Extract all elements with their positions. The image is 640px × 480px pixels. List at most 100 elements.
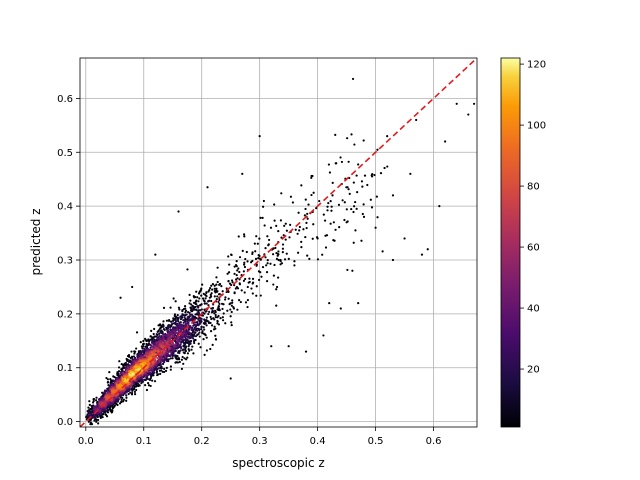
scatter-point — [162, 327, 166, 331]
scatter-point — [120, 400, 123, 404]
scatter-point — [444, 140, 447, 143]
scatter-point — [169, 365, 173, 368]
scatter-point — [186, 268, 189, 271]
scatter-point — [210, 311, 214, 314]
scatter-point — [233, 272, 236, 275]
scatter-point — [168, 343, 171, 346]
scatter-point — [227, 297, 230, 300]
scatter-point — [126, 365, 129, 368]
scatter-point — [170, 332, 173, 335]
scatter-point — [163, 334, 166, 337]
scatter-point — [230, 253, 233, 257]
scatter-point — [188, 331, 191, 334]
x-tick-label: 0.1 — [136, 436, 152, 447]
scatter-point — [209, 347, 212, 351]
scatter-point — [109, 405, 112, 408]
scatter-point — [195, 299, 198, 302]
scatter-point — [347, 188, 350, 191]
scatter-point — [386, 135, 389, 138]
scatter-point — [221, 302, 224, 305]
scatter-point — [91, 415, 94, 418]
scatter-point — [178, 326, 182, 329]
scatter-point — [376, 216, 379, 219]
scatter-point — [140, 369, 144, 372]
scatter-point — [192, 352, 195, 355]
scatter-point — [138, 353, 141, 356]
scatter-point — [104, 413, 108, 416]
scatter-point — [186, 338, 189, 341]
scatter-point — [339, 156, 342, 159]
scatter-point — [144, 345, 147, 348]
scatter-point — [257, 278, 261, 282]
scatter-point — [162, 341, 165, 344]
scatter-point — [150, 351, 153, 354]
scatter-point — [115, 383, 118, 387]
scatter-point — [89, 413, 93, 416]
scatter-point — [167, 346, 170, 349]
scatter-point — [129, 360, 132, 363]
plot-area: 0.0 0.1 0.2 0.3 0.4 0.5 0.6 0.0 0.1 0.2 0.3 0.4 0.5… — [29, 57, 478, 470]
scatter-point — [226, 272, 229, 275]
scatter-point — [112, 379, 115, 382]
scatter-point — [157, 356, 160, 360]
scatter-point — [229, 377, 232, 380]
scatter-point — [176, 341, 179, 344]
scatter-point — [386, 165, 389, 168]
scatter-point — [141, 376, 144, 379]
scatter-point — [177, 306, 181, 309]
scatter-point — [322, 213, 325, 216]
scatter-point — [262, 199, 265, 203]
scatter-point — [287, 345, 290, 348]
scatter-point — [281, 243, 285, 246]
scatter-point — [160, 357, 163, 360]
y-tick-label: 0.5 — [57, 148, 73, 159]
scatter-point — [120, 369, 124, 372]
scatter-point — [182, 314, 186, 317]
scatter-point — [255, 235, 258, 238]
scatter-point — [153, 380, 157, 383]
x-tick-label: 0.3 — [252, 436, 268, 447]
scatter-point — [108, 401, 111, 404]
scatter-point — [310, 176, 313, 179]
scatter-point — [296, 232, 299, 235]
scatter-point — [149, 384, 152, 388]
scatter-point — [121, 389, 124, 393]
y-tick-label: 0.2 — [57, 309, 73, 320]
scatter-point — [338, 226, 341, 229]
scatter-point — [285, 252, 288, 255]
scatter-point — [324, 246, 328, 249]
x-tick-label: 0.2 — [194, 436, 210, 447]
scatter-point — [238, 256, 242, 259]
scatter-point — [129, 371, 132, 374]
scatter-point — [178, 308, 181, 311]
scatter-point — [126, 358, 129, 361]
scatter-point — [251, 251, 254, 254]
scatter-point — [246, 305, 249, 309]
scatter-point — [218, 298, 221, 302]
scatter-point — [160, 365, 163, 368]
scatter-point — [103, 391, 106, 394]
scatter-point — [255, 285, 258, 288]
scatter-point — [181, 310, 184, 313]
scatter-point — [185, 313, 188, 316]
scatter-point — [238, 278, 241, 281]
scatter-point — [186, 316, 190, 320]
scatter-point — [202, 292, 205, 295]
scatter-point — [230, 310, 233, 314]
scatter-point — [334, 133, 337, 136]
scatter-point — [188, 337, 191, 340]
scatter-point — [117, 366, 121, 369]
scatter-point — [131, 285, 134, 289]
scatter-point — [119, 296, 122, 299]
scatter-point — [200, 318, 203, 321]
scatter-point — [88, 403, 91, 407]
scatter-point — [265, 280, 269, 283]
scatter-point — [333, 239, 336, 242]
scatter-point — [93, 419, 96, 422]
scatter-point — [164, 369, 168, 372]
scatter-point — [183, 343, 187, 346]
scatter-point — [318, 199, 321, 203]
scatter-point — [263, 224, 266, 227]
scatter-point — [201, 297, 205, 300]
